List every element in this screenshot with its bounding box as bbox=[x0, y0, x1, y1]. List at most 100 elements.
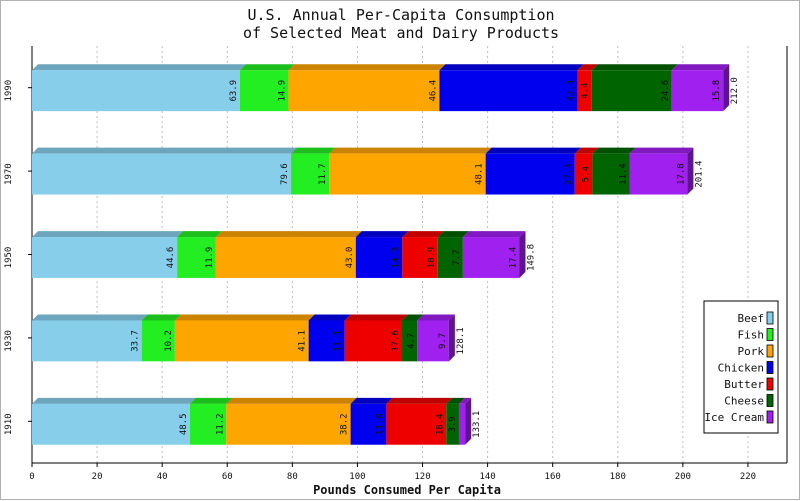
total-label: 149.8 bbox=[526, 244, 536, 271]
bar-side bbox=[448, 314, 455, 362]
bar-segment-cheese bbox=[402, 320, 418, 362]
bar-segment-top-fish bbox=[291, 147, 336, 154]
legend-label-ice-cream: Ice Cream bbox=[704, 411, 764, 424]
x-axis-label: Pounds Consumed Per Capita bbox=[313, 483, 501, 497]
bar-segment-pork bbox=[174, 320, 309, 362]
data-label: 42.4 bbox=[566, 80, 576, 102]
bar-segment-butter bbox=[574, 153, 593, 195]
legend-label-beef: Beef bbox=[738, 312, 765, 325]
data-label: 14.9 bbox=[277, 80, 287, 102]
legend-label-cheese: Cheese bbox=[724, 395, 764, 408]
bar-side bbox=[687, 147, 694, 195]
x-tick-label: 220 bbox=[740, 472, 756, 482]
bar-segment-top-cheese bbox=[591, 64, 678, 71]
data-label: 44.6 bbox=[166, 247, 176, 269]
bar-segment-chicken bbox=[308, 320, 345, 362]
data-label: 3.9 bbox=[448, 416, 458, 432]
y-tick-label: 1990 bbox=[4, 80, 14, 102]
bar-segment-beef bbox=[32, 320, 142, 362]
bar-segment-pork bbox=[288, 70, 440, 112]
bar-segment-top-pork bbox=[288, 64, 446, 71]
legend-swatch-ice-cream bbox=[766, 410, 774, 424]
bar-segment-top-butter bbox=[574, 147, 599, 154]
bar-segment-top-ice-cream bbox=[629, 147, 694, 154]
bar-segment-top-beef bbox=[32, 231, 184, 238]
bar-segment-pork bbox=[215, 237, 356, 278]
bar-segment-fish bbox=[177, 237, 216, 278]
bar-segment-ice-cream bbox=[462, 237, 520, 278]
bar-segment-top-cheese bbox=[437, 231, 469, 238]
bar-segment-butter bbox=[402, 237, 438, 278]
bar-group-1910 bbox=[32, 397, 472, 445]
bar-segment-top-fish bbox=[239, 64, 295, 71]
data-label: 4.4 bbox=[581, 83, 591, 99]
x-tick-label: 40 bbox=[157, 472, 168, 482]
y-tick-label: 1970 bbox=[4, 163, 14, 185]
bar-segment-top-pork bbox=[226, 397, 357, 404]
bar-segment-top-chicken bbox=[350, 397, 393, 404]
x-tick-label: 160 bbox=[545, 472, 561, 482]
bar-segment-top-beef bbox=[32, 397, 196, 404]
data-label: 18.4 bbox=[435, 413, 445, 435]
bar-segment-top-butter bbox=[344, 314, 409, 321]
data-label: 27.4 bbox=[564, 163, 574, 185]
bar-side bbox=[519, 231, 526, 278]
data-label: 17.6 bbox=[391, 330, 401, 352]
bar-segment-ice-cream bbox=[417, 320, 449, 362]
bar-segment-top-ice-cream bbox=[458, 397, 472, 404]
bar-segment-beef bbox=[32, 403, 190, 445]
bar-segment-top-fish bbox=[177, 231, 222, 238]
legend: Beef Fish Pork Chicken Butter Cheese Ice Cream bbox=[703, 300, 779, 434]
bar-group-1970 bbox=[32, 147, 694, 195]
bar-side bbox=[465, 397, 472, 445]
bar-segment-cheese bbox=[437, 237, 463, 278]
legend-box bbox=[703, 300, 779, 434]
data-label: 11.2 bbox=[215, 413, 225, 435]
data-label: 46.4 bbox=[428, 80, 438, 102]
total-label: 201.4 bbox=[694, 161, 704, 188]
data-label: 11.7 bbox=[318, 163, 328, 185]
x-tick-label: 60 bbox=[222, 472, 233, 482]
legend-swatch-butter bbox=[766, 377, 774, 391]
x-tick-label: 20 bbox=[92, 472, 103, 482]
bar-group-1930 bbox=[32, 314, 455, 362]
data-label: 48.5 bbox=[179, 413, 189, 435]
x-tick-label: 200 bbox=[675, 472, 691, 482]
bar-segment-pork bbox=[226, 403, 351, 445]
bar-segment-chicken bbox=[485, 153, 575, 195]
x-tick-label: 120 bbox=[414, 472, 430, 482]
total-label: 128.1 bbox=[456, 327, 466, 354]
x-tick-label: 0 bbox=[29, 472, 34, 482]
y-tick-label: 1950 bbox=[4, 247, 14, 269]
bar-segment-beef bbox=[32, 153, 292, 195]
legend-swatch-beef bbox=[766, 311, 774, 325]
bar-segment-top-beef bbox=[32, 314, 148, 321]
bar-side bbox=[723, 64, 730, 112]
bar-segment-ice-cream bbox=[629, 153, 688, 195]
bar-segment-chicken bbox=[439, 70, 578, 112]
chart-title-line-2: of Selected Meat and Dairy Products bbox=[243, 24, 559, 42]
data-label: 10.9 bbox=[427, 247, 437, 269]
x-tick-label: 140 bbox=[479, 472, 495, 482]
legend-label-pork: Pork bbox=[738, 345, 765, 358]
bar-segment-cheese bbox=[591, 70, 672, 112]
bar-segment-top-fish bbox=[189, 397, 233, 404]
data-label: 14.3 bbox=[391, 247, 401, 269]
bar-segment-butter bbox=[386, 403, 447, 445]
data-label: 33.7 bbox=[131, 330, 141, 352]
bar-segment-top-butter bbox=[577, 64, 598, 71]
legend-swatch-fish bbox=[766, 328, 774, 341]
bar-segment-fish bbox=[189, 403, 227, 445]
bar-segment-top-ice-cream bbox=[462, 231, 526, 238]
bar-segment-ice-cream bbox=[458, 403, 466, 445]
data-label: 38.2 bbox=[340, 413, 350, 435]
bar-segment-top-cheese bbox=[446, 397, 465, 404]
bar-segment-top-pork bbox=[329, 147, 492, 154]
legend-swatch-pork bbox=[766, 344, 774, 358]
legend-label-chicken: Chicken bbox=[718, 362, 764, 375]
bars bbox=[32, 64, 730, 445]
bar-segment-chicken bbox=[350, 403, 387, 445]
bar-segment-top-fish bbox=[141, 314, 181, 321]
